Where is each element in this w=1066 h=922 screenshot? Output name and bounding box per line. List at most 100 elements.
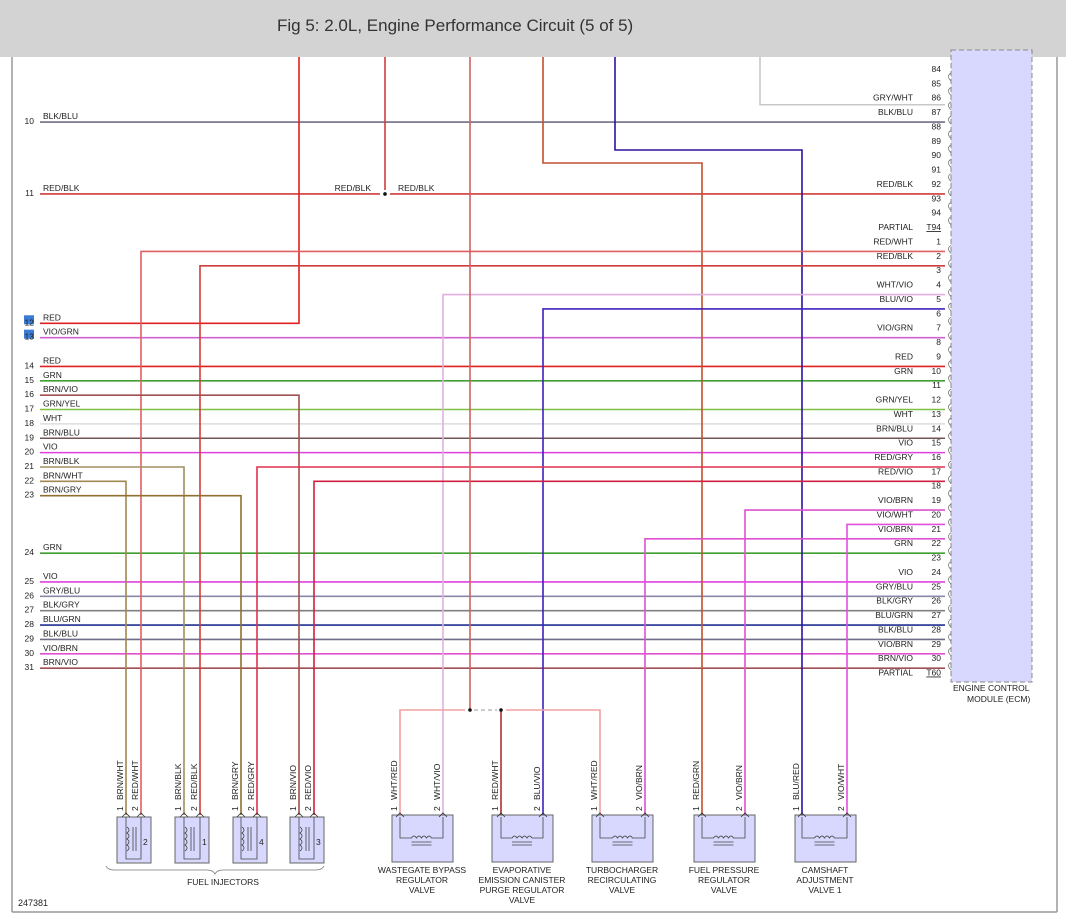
pin-wire-label: WHT/VIO (432, 763, 442, 800)
splice-dot (383, 192, 387, 196)
ecm-pin-wire-label: VIO/WHT (877, 509, 913, 519)
valve-name-line: VALVE (609, 885, 635, 895)
pin-wire-label: VIO/BRN (634, 765, 644, 800)
fuel-injector[interactable]: 2 (116, 816, 152, 864)
ecm-pin-connector (948, 431, 952, 441)
left-wire-label: GRY/BLU (43, 585, 80, 595)
splice-wire-label: RED/BLK (335, 183, 372, 193)
pin-terminal-icon (309, 812, 319, 818)
left-ref-number[interactable]: 31 (25, 662, 35, 672)
left-ref-number[interactable]: 25 (25, 576, 35, 586)
ecm-pin-wire-label: RED/WHT (873, 236, 913, 246)
pin-terminal-icon (395, 812, 405, 818)
ecm-pin-wire-label: GRN (894, 538, 913, 548)
left-ref-number[interactable]: 17 (25, 404, 35, 414)
left-wire-label: VIO (43, 571, 58, 581)
valve-name-line: REGULATOR (698, 875, 750, 885)
pin-number: 1 (115, 806, 125, 811)
left-wire-label: VIO (43, 442, 58, 452)
ecm-pin-number: 25 (932, 581, 942, 591)
fuel-injector[interactable]: 4 (232, 816, 268, 864)
pin-wire-label: WHT/RED (389, 760, 399, 800)
pin-terminal-icon (595, 812, 605, 818)
ecm-pin-connector (948, 115, 952, 125)
left-ref-number[interactable]: 24 (25, 547, 35, 557)
ecm-pin-number: 26 (932, 596, 942, 606)
left-ref-number[interactable]: 21 (25, 461, 35, 471)
left-ref-number[interactable]: 10 (25, 116, 35, 126)
ecm-pin-number: 22 (932, 538, 942, 548)
ecm-pin-number: 9 (936, 351, 941, 361)
left-ref-number[interactable]: 14 (25, 360, 35, 370)
ecm-pin-number: 93 (932, 193, 942, 203)
ecm-pin-number: 23 (932, 553, 942, 563)
solenoid-coil-icon (701, 817, 746, 846)
left-ref-number[interactable]: 12 (25, 317, 35, 327)
wire-red (40, 57, 300, 325)
ecm-pin-wire-label: GRN/YEL (876, 395, 914, 405)
left-ref-number[interactable]: 18 (25, 418, 35, 428)
pin-wire-label: RED/WHT (130, 760, 140, 800)
pin-terminal-icon (236, 812, 246, 818)
left-wire-label: RED/BLK (43, 183, 80, 193)
valve-name-line: ADJUSTMENT (796, 875, 853, 885)
pin-terminal-icon (195, 812, 205, 818)
solenoid-coil-icon (125, 817, 142, 860)
left-ref-number[interactable]: 13 (25, 332, 35, 342)
ecm-pin-number: 11 (932, 380, 941, 390)
pin-wire-label: RED/GRN (691, 761, 701, 800)
ref-highlight (24, 329, 34, 339)
pin-number: 2 (734, 806, 744, 811)
left-ref-number[interactable]: 28 (25, 619, 35, 629)
left-wire-label: WHT (43, 413, 62, 423)
pin-terminal-icon (294, 812, 304, 818)
fuel-injector[interactable]: 1 (174, 816, 210, 864)
valve-name-line: FUEL PRESSURE (689, 865, 760, 875)
wire-wht-vio (442, 293, 945, 815)
pin-number: 1 (589, 806, 599, 811)
left-ref-number[interactable]: 19 (25, 432, 35, 442)
ecm-pin-wire-label: VIO/BRN (878, 639, 913, 649)
wire-blu-vio (542, 308, 945, 815)
ecm-box (950, 49, 1033, 683)
left-wire-label: GRN/YEL (43, 399, 81, 409)
ecm-pin-number: T60 (926, 668, 941, 678)
left-ref-number[interactable]: 23 (25, 490, 35, 500)
left-ref-number[interactable]: 27 (25, 605, 35, 615)
wire-brn-blk (40, 466, 185, 815)
ecm-pin-number: 7 (936, 323, 941, 333)
ecm-pin-connector (948, 518, 952, 527)
ecm-pin-number: 21 (932, 524, 942, 534)
ecm-pin-number: 5 (936, 294, 941, 304)
valve-name-line: VALVE (409, 885, 435, 895)
ecm-pin-connector (948, 460, 952, 470)
ecm-pin-number: 8 (936, 337, 941, 347)
left-ref-number[interactable]: 20 (25, 447, 35, 457)
pin-wire-label: RED/BLK (189, 763, 199, 800)
ecm-pin-connector (948, 546, 952, 556)
ecm-pin-connector (948, 101, 952, 111)
left-ref-number[interactable]: 22 (25, 475, 35, 485)
left-ref-number[interactable]: 29 (25, 633, 35, 643)
fuel-injector[interactable]: 3 (289, 816, 325, 864)
wire-red-vio (313, 480, 945, 815)
pin-wire-label: BRN/VIO (288, 765, 298, 800)
left-ref-number[interactable]: 16 (25, 389, 35, 399)
left-ref-number[interactable]: 26 (25, 590, 35, 600)
left-ref-number[interactable]: 15 (25, 375, 35, 385)
ecm-pin-connector (948, 245, 952, 254)
left-ref-number[interactable]: 11 (25, 188, 34, 198)
ecm-pin-connector (948, 273, 952, 283)
injector-body (116, 816, 152, 864)
ecm-pin-number: 19 (932, 495, 942, 505)
wire-brn-vio (40, 394, 300, 815)
left-ref-number[interactable]: 30 (25, 648, 35, 658)
pin-terminal-icon (179, 812, 189, 818)
splice-wire-label: RED/BLK (398, 183, 435, 193)
pin-number: 2 (634, 806, 644, 811)
